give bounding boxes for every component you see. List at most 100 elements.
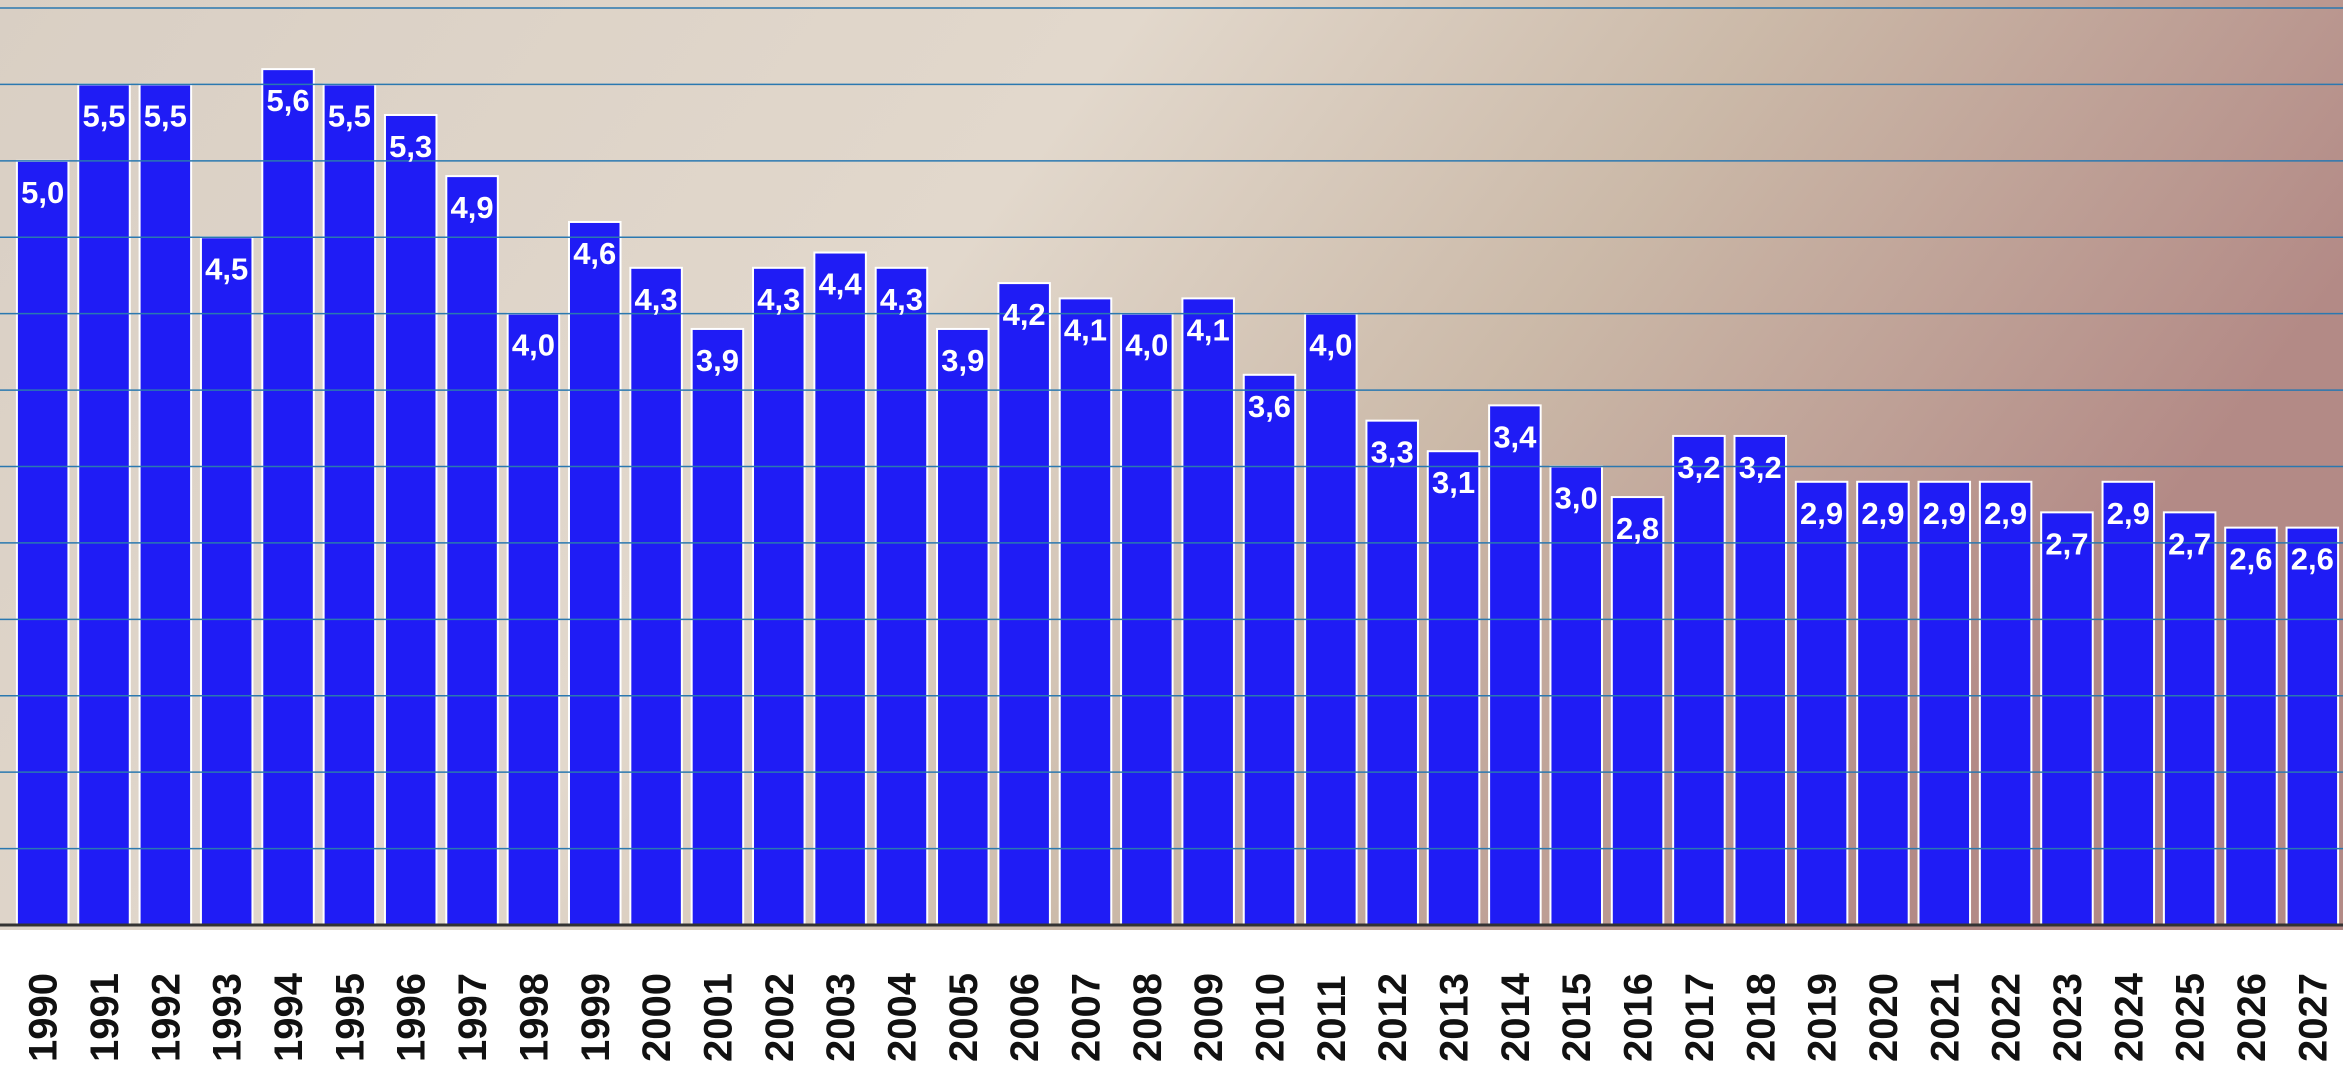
value-label: 5,5 [82, 98, 125, 133]
bar [1365, 419, 1419, 926]
value-label: 2,9 [1923, 496, 1966, 531]
x-tick-label: 2023 [2046, 973, 2090, 1062]
bar [1733, 434, 1788, 926]
bar [2162, 511, 2217, 926]
x-tick-label: 2021 [1923, 973, 1967, 1062]
x-tick-label: 2012 [1371, 973, 1415, 1062]
x-tick-label: 2025 [2169, 973, 2213, 1062]
value-label: 5,3 [389, 129, 432, 164]
x-tick-label: 1990 [22, 973, 66, 1062]
x-tick-label: 2024 [2107, 972, 2151, 1062]
bar [752, 266, 806, 927]
bar [1488, 404, 1542, 927]
value-label: 4,4 [819, 267, 863, 302]
bar [1978, 480, 2033, 926]
x-tick-label: 2014 [1494, 972, 1538, 1062]
value-label: 5,5 [328, 98, 371, 133]
bar [445, 175, 499, 927]
bar [997, 282, 1051, 927]
value-label: 2,9 [1800, 496, 1843, 531]
bar [1426, 450, 1481, 926]
x-tick-label: 2013 [1433, 973, 1477, 1062]
bar [261, 68, 315, 926]
bar [1794, 480, 1849, 926]
value-label: 4,6 [573, 236, 616, 271]
bar [2224, 526, 2278, 927]
x-tick-label: 1996 [390, 973, 434, 1062]
x-tick-label: 1992 [144, 973, 188, 1062]
x-tick-label: 2000 [635, 973, 679, 1062]
bar [2285, 526, 2340, 927]
x-tick-label: 2016 [1617, 973, 1661, 1062]
x-tick-label: 2019 [1801, 973, 1845, 1062]
value-label: 2,9 [1984, 496, 2027, 531]
value-label: 3,0 [1555, 481, 1598, 516]
bar [1672, 434, 1726, 926]
value-label: 4,9 [451, 190, 494, 225]
x-tick-label: 2007 [1064, 973, 1108, 1062]
value-label: 4,2 [1003, 297, 1046, 332]
bar [199, 236, 254, 926]
value-label: 3,9 [941, 343, 984, 378]
bar [813, 251, 867, 927]
x-tick-label: 2020 [1862, 973, 1906, 1062]
x-tick-label: 2003 [819, 973, 863, 1062]
bar [567, 220, 622, 926]
x-tick-label: 2017 [1678, 973, 1722, 1062]
value-label: 5,6 [266, 83, 309, 118]
value-label: 4,5 [205, 251, 248, 286]
x-tick-label: 2011 [1310, 975, 1354, 1062]
value-label: 3,2 [1677, 450, 1720, 485]
x-tick-label: 2026 [2230, 973, 2274, 1062]
bar [1058, 297, 1113, 926]
value-label: 4,0 [1125, 328, 1168, 363]
value-label: 3,1 [1432, 465, 1475, 500]
value-label: 3,4 [1493, 419, 1537, 454]
value-label: 4,3 [757, 282, 800, 317]
axis-area [0, 930, 2343, 1069]
value-label: 4,0 [1309, 328, 1352, 363]
bar [1917, 480, 1972, 926]
value-label: 3,6 [1248, 389, 1291, 424]
value-label: 5,5 [144, 98, 187, 133]
x-tick-label: 1994 [267, 972, 311, 1062]
x-tick-label: 2004 [880, 972, 924, 1062]
value-label: 4,1 [1064, 312, 1107, 347]
x-tick-label: 2010 [1249, 973, 1293, 1062]
bar [383, 113, 438, 926]
x-tick-label: 2002 [758, 973, 802, 1062]
x-tick-label: 2022 [1985, 973, 2029, 1062]
value-label: 3,9 [696, 343, 739, 378]
bar [322, 83, 377, 926]
x-tick-label: 2006 [1003, 973, 1047, 1062]
bar [629, 266, 683, 927]
bar [1610, 496, 1665, 926]
value-label: 3,3 [1371, 435, 1414, 470]
bar [77, 83, 131, 926]
value-label: 4,1 [1187, 312, 1230, 347]
x-tick-label: 1998 [512, 973, 556, 1062]
bar [690, 327, 745, 926]
bar [936, 327, 990, 926]
value-label: 2,9 [1861, 496, 1904, 531]
x-tick-label: 2001 [696, 973, 740, 1062]
bar [874, 266, 929, 927]
value-label: 5,0 [21, 175, 64, 210]
x-tick-label: 1993 [206, 973, 250, 1062]
value-label: 2,6 [2229, 542, 2272, 577]
bar [2040, 511, 2094, 926]
value-label: 4,0 [512, 328, 555, 363]
x-tick-label: 1999 [574, 973, 618, 1062]
value-label: 4,3 [880, 282, 923, 317]
value-label: 3,2 [1739, 450, 1782, 485]
bar [2101, 480, 2156, 926]
value-label: 2,8 [1616, 511, 1659, 546]
x-tick-label: 1995 [328, 973, 372, 1062]
x-tick-label: 2027 [2291, 973, 2335, 1062]
x-tick-label: 2008 [1126, 973, 1170, 1062]
bar [1181, 297, 1235, 926]
value-label: 2,9 [2107, 496, 2150, 531]
bar [1856, 480, 1910, 926]
value-label: 2,6 [2291, 542, 2334, 577]
